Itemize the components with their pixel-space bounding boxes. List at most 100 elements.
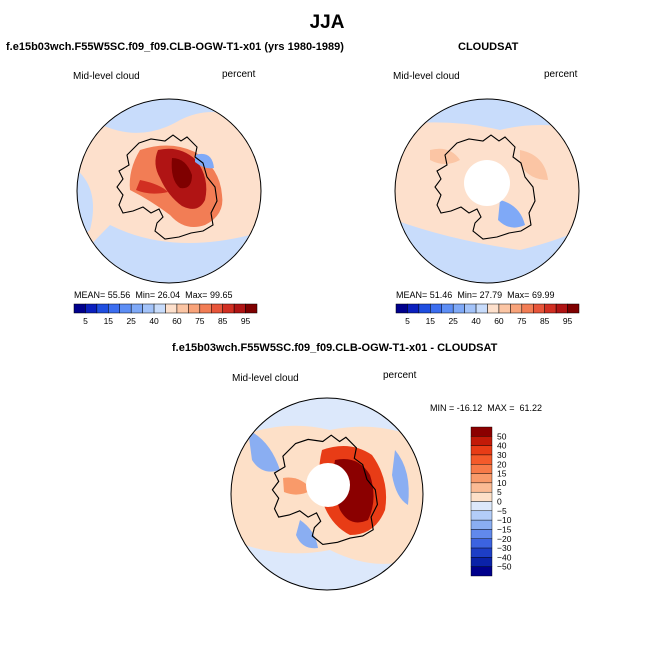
colorbar-swatch (452, 303, 465, 314)
colorbar-tick-label: 60 (172, 316, 182, 326)
colorbar-swatch (211, 303, 223, 314)
panel-2-stats: MEAN= 51.46 Min= 27.79 Max= 69.99 (396, 290, 554, 300)
mean-value: 51.46 (429, 290, 453, 300)
colorbar-swatch (188, 303, 201, 314)
colorbar-swatch (470, 445, 493, 456)
colorbar-tick-label: 95 (241, 316, 251, 326)
colorbar-swatch (555, 303, 568, 314)
panel-1-title: f.e15b03wch.F55W5SC.f09_f09.CLB-OGW-T1-x… (6, 41, 344, 53)
colorbar-tick-label: 20 (497, 459, 507, 469)
map-boundary (394, 98, 580, 284)
colorbar-swatch (407, 303, 420, 314)
colorbar-swatch (153, 303, 166, 314)
colorbar-tick-label: 0 (497, 497, 502, 507)
colorbar-swatch (567, 303, 580, 314)
colorbar-tick-label: −40 (497, 552, 512, 562)
colorbar-swatch (470, 436, 493, 446)
min-value: 27.79 (479, 290, 503, 300)
colorbar-swatch (245, 303, 258, 314)
max-cloud-core (171, 158, 192, 189)
figure-title: JJA (309, 12, 345, 33)
negative-diff-region (296, 520, 318, 549)
no-data-hole (306, 463, 350, 507)
high-cloud-region (520, 150, 548, 180)
low-cloud-region (395, 220, 579, 283)
colorbar-tick-label: 5 (405, 316, 410, 326)
colorbar-tick-label: 25 (448, 316, 458, 326)
colorbar-tick-label: 10 (497, 478, 507, 488)
map-boundary (230, 397, 424, 591)
min-value: 26.04 (157, 290, 181, 300)
negative-diff-region (392, 450, 409, 505)
colorbar-swatch (119, 303, 132, 314)
colorbar-swatch (533, 303, 545, 314)
min-label: Min= (457, 290, 478, 300)
high-cloud-region (136, 180, 168, 194)
max-label: Max= (507, 290, 530, 300)
max-value: 99.65 (209, 290, 233, 300)
colorbar-tick-label: −10 (497, 515, 512, 525)
panel-2-colorbar: 5 15 25 40 60 75 85 95 (395, 303, 580, 326)
no-data-hole (464, 160, 510, 206)
colorbar-tick-label: 40 (471, 316, 481, 326)
panel-1-map: 5 15 25 40 60 75 85 95 (73, 98, 262, 326)
colorbar-swatch (470, 482, 493, 493)
panel-1-units: percent (222, 69, 256, 80)
colorbar-swatch (108, 303, 120, 314)
colorbar-tick-label: 30 (497, 450, 507, 460)
panel-2-variable: Mid-level cloud (393, 71, 460, 82)
colorbar-tick-label: 85 (218, 316, 228, 326)
colorbar-tick-label: 15 (497, 469, 507, 479)
min-label: Min= (135, 290, 156, 300)
panel-3-variable: Mid-level cloud (232, 373, 299, 384)
panel-3-title: f.e15b03wch.F55W5SC.f09_f09.CLB-OGW-T1-x… (172, 342, 498, 354)
colorbar-swatch (395, 303, 408, 314)
colorbar-tick-label: 15 (426, 316, 436, 326)
colorbar-swatch (73, 303, 86, 314)
panel-2-map: 5 15 25 40 60 75 85 95 (394, 98, 580, 326)
colorbar-swatch (470, 454, 493, 465)
positive-diff-region (283, 477, 312, 495)
colorbar-swatch (470, 473, 493, 484)
colorbar-swatch (498, 303, 511, 314)
colorbar-swatch (470, 529, 493, 539)
colorbar-tick-label: −5 (497, 506, 507, 516)
colorbar-swatch (199, 303, 212, 314)
colorbar-tick-label: −15 (497, 524, 512, 534)
colorbar-swatch (441, 303, 454, 314)
panel-1-stats: MEAN= 55.56 Min= 26.04 Max= 99.65 (74, 290, 232, 300)
panel-2-title: CLOUDSAT (458, 41, 519, 53)
colorbar-tick-label: −50 (497, 562, 512, 572)
colorbar-swatch (418, 303, 431, 314)
colorbar-swatch (130, 303, 143, 314)
colorbar-tick-label: 40 (149, 316, 159, 326)
colorbar-swatch (470, 426, 493, 437)
panel-1-colorbar: 5 15 25 40 60 75 85 95 (73, 303, 258, 326)
colorbar-swatch (176, 303, 189, 314)
colorbar-tick-label: 40 (497, 441, 507, 451)
map-boundary (76, 98, 262, 284)
max-label: Max= (185, 290, 208, 300)
colorbar-swatch (470, 538, 493, 549)
panel-2-units: percent (544, 69, 578, 80)
colorbar-swatch (233, 303, 246, 314)
low-cloud-region (498, 200, 525, 228)
colorbar-tick-label: 75 (195, 316, 205, 326)
colorbar-tick-label: 5 (497, 487, 502, 497)
colorbar-swatch (142, 303, 155, 314)
mean-value: 55.56 (107, 290, 131, 300)
max-value: 69.99 (531, 290, 555, 300)
colorbar-swatch (487, 303, 500, 314)
colorbar-swatch (470, 501, 493, 512)
colorbar-swatch (85, 303, 98, 314)
negative-diff-region (248, 430, 280, 472)
colorbar-swatch (470, 464, 493, 474)
colorbar-swatch (165, 303, 178, 314)
panel-3-units: percent (383, 370, 417, 381)
colorbar-swatch (464, 303, 477, 314)
colorbar-swatch (222, 303, 235, 314)
colorbar-swatch (430, 303, 442, 314)
